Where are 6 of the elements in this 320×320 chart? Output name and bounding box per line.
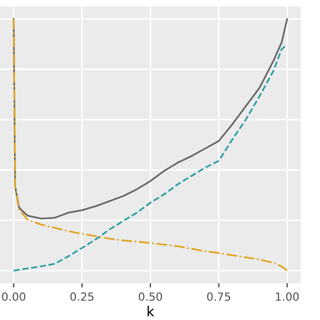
x-tick-label: 0.50 xyxy=(138,292,162,301)
x-tick-label: 0.00 xyxy=(2,292,26,301)
x-tick-label: 0.75 xyxy=(207,292,230,301)
x-tick-label: 0.25 xyxy=(70,292,94,301)
x-tick-label: 1.00 xyxy=(276,292,299,301)
x-axis-title: k xyxy=(148,306,154,316)
